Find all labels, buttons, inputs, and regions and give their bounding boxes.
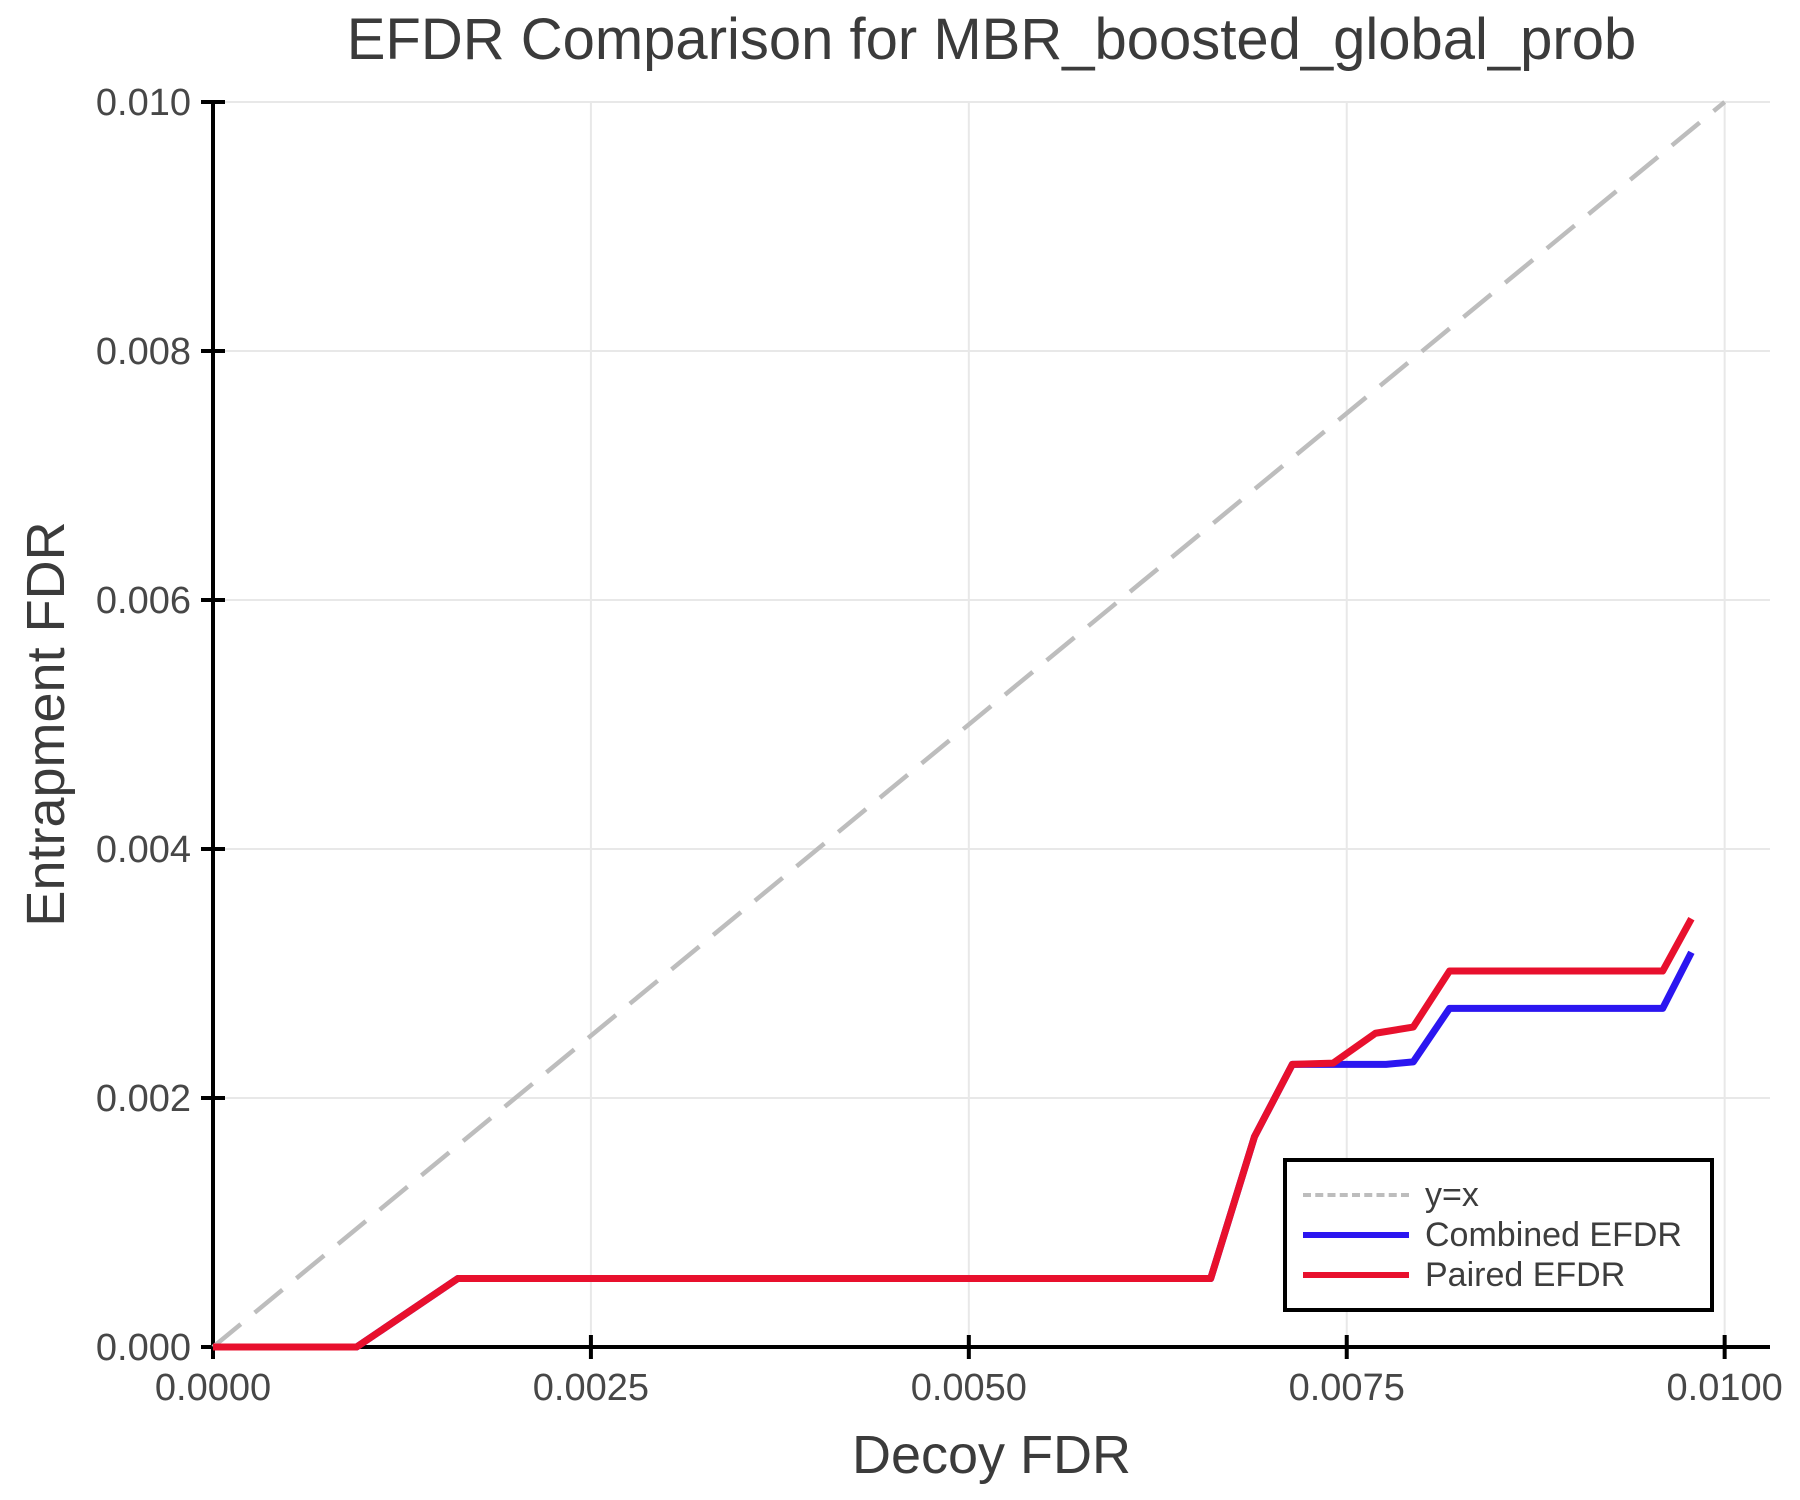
series-line-y-x <box>211 100 1727 1349</box>
legend-item-combined-efdr: Combined EFDR <box>1303 1217 1710 1254</box>
chart-title: EFDR Comparison for MBR_boosted_global_p… <box>346 7 1637 72</box>
legend-label: y=x <box>1425 1176 1479 1214</box>
legend-box: y=x Combined EFDR Paired EFDR <box>1283 1158 1714 1312</box>
x-tick-label: 0.0100 <box>1667 1367 1783 1409</box>
series-line-paired-efdr <box>213 917 1695 1351</box>
y-tick-label: 0.008 <box>96 331 191 373</box>
y-tick-label: 0.000 <box>96 1327 191 1369</box>
x-tick-label: 0.0075 <box>1289 1367 1405 1409</box>
legend-line-sample <box>1303 1232 1409 1238</box>
y-tick-label: 0.002 <box>96 1078 191 1120</box>
legend-label: Paired EFDR <box>1425 1256 1626 1294</box>
legend-line-sample <box>1303 1193 1409 1197</box>
x-tick-label: 0.0050 <box>911 1367 1027 1409</box>
legend-item-paired-efdr: Paired EFDR <box>1303 1257 1710 1294</box>
legend-item-y-x: y=x <box>1303 1177 1710 1214</box>
y-tick-label: 0.010 <box>96 82 191 124</box>
x-tick-label: 0.0000 <box>155 1367 271 1409</box>
y-tick-label: 0.004 <box>96 829 191 871</box>
x-axis-label: Decoy FDR <box>851 1425 1132 1485</box>
legend-label: Combined EFDR <box>1425 1216 1682 1254</box>
x-tick-label: 0.0025 <box>533 1367 649 1409</box>
y-tick-label: 0.006 <box>96 580 191 622</box>
legend-line-sample <box>1303 1272 1409 1278</box>
y-axis-label: Entrapment FDR <box>16 521 76 927</box>
